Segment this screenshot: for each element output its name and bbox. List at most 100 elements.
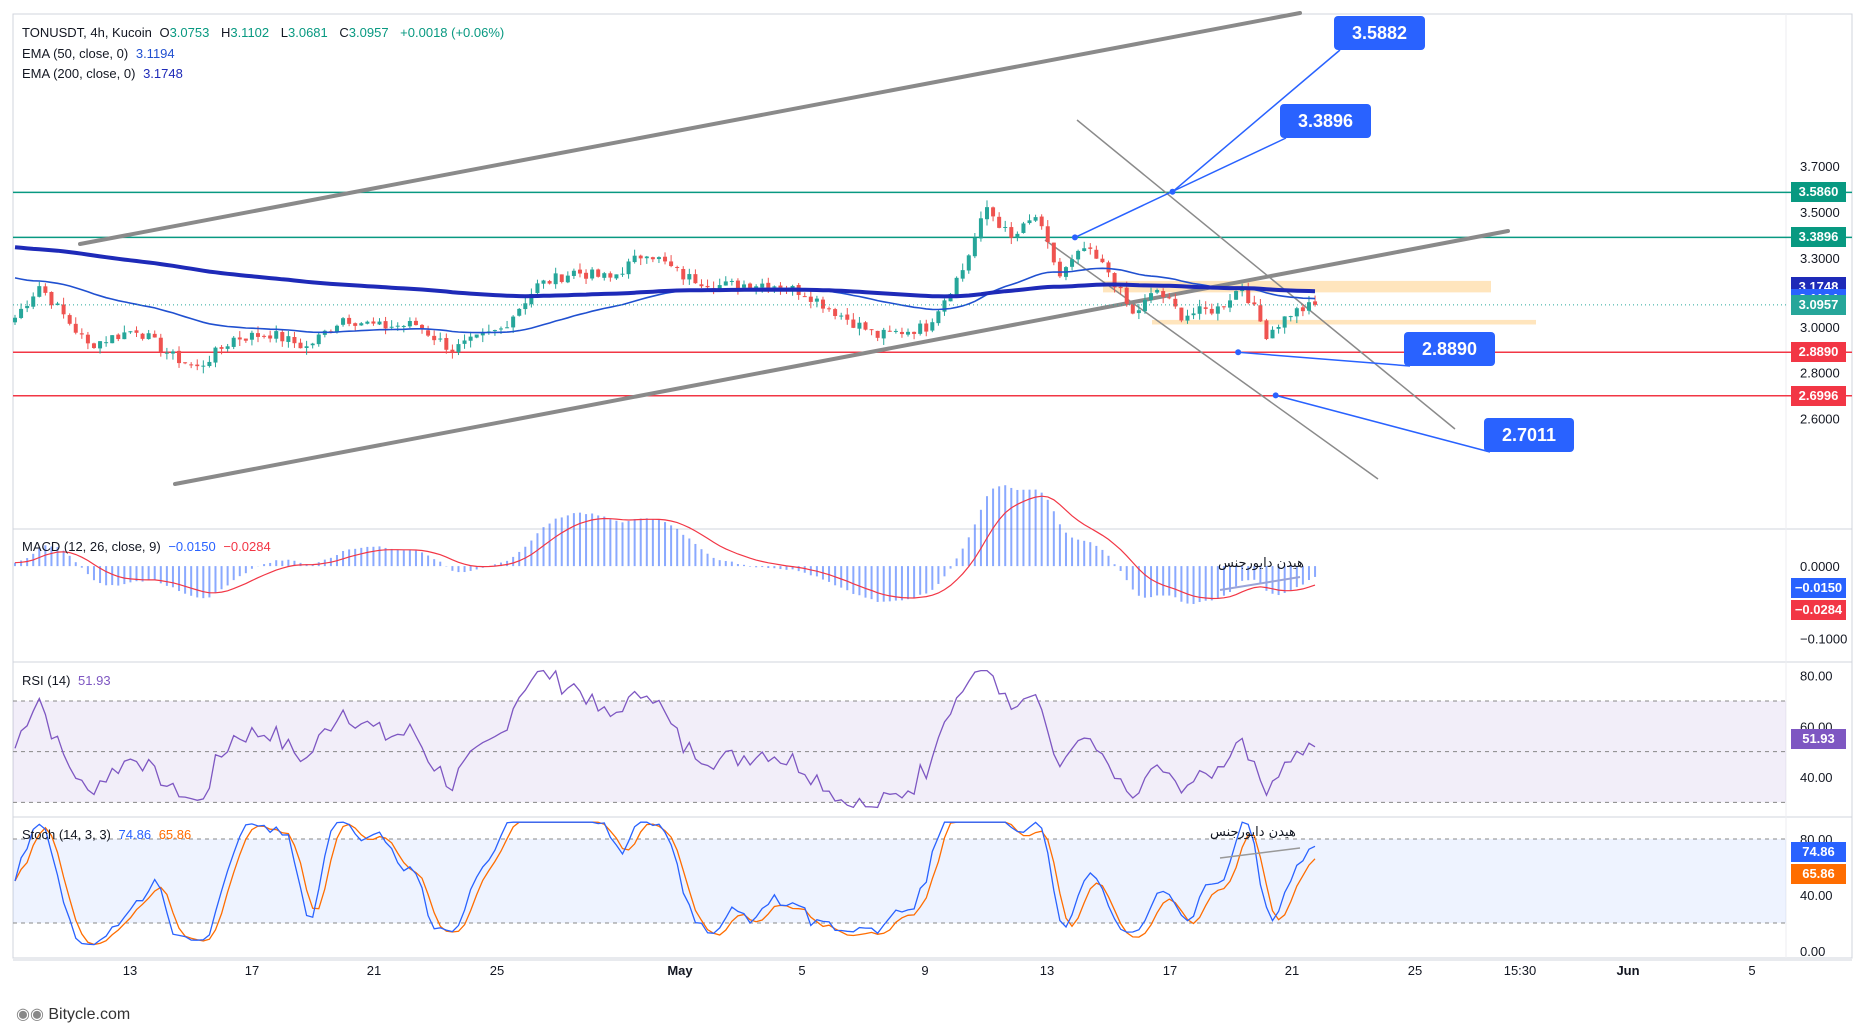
signal-value: −0.0284 <box>223 539 271 554</box>
macd-bar <box>645 518 648 567</box>
callout-2-7011[interactable]: 2.7011 <box>1484 418 1575 452</box>
candle <box>1258 299 1263 322</box>
candle-body <box>183 362 188 364</box>
macd-bar <box>524 546 527 567</box>
candle <box>426 325 431 337</box>
callout-pointer-2 <box>1238 351 1411 367</box>
macd-bar <box>427 555 430 567</box>
candle <box>1173 293 1178 309</box>
candle <box>116 333 121 342</box>
candle <box>474 334 479 339</box>
callout-3-3896[interactable]: 3.3896 <box>1280 104 1372 138</box>
price-axis-label-3: 3.3000 <box>1800 251 1840 266</box>
time-axis-label-3: 25 <box>490 963 504 978</box>
macd-bar <box>178 566 181 592</box>
candle-body <box>802 296 807 298</box>
candle-body <box>140 333 145 339</box>
candle <box>541 279 546 289</box>
candle-body <box>529 293 534 305</box>
macd-bar <box>1180 566 1183 602</box>
candle <box>1076 249 1081 264</box>
candle-body <box>887 330 892 332</box>
candle-body <box>820 299 825 309</box>
candle <box>1100 254 1105 264</box>
candle-body <box>523 303 528 310</box>
callout-3-5882[interactable]: 3.5882 <box>1334 16 1426 50</box>
candle-body <box>1252 302 1257 305</box>
candle <box>286 330 291 348</box>
candle-body <box>444 337 449 350</box>
callout-anchor-3 <box>1272 392 1279 399</box>
candle-body <box>231 337 236 347</box>
macd-bar <box>1229 566 1231 592</box>
candle-body <box>225 346 230 349</box>
candle-body <box>1167 297 1172 299</box>
candle-body <box>1100 258 1105 263</box>
candle-body <box>656 257 661 260</box>
candle-body <box>1149 293 1154 300</box>
candle-body <box>930 322 935 331</box>
symbol-title: TONUSDT, 4h, Kucoin <box>22 25 152 40</box>
candle-body <box>669 261 674 267</box>
candle <box>602 271 607 281</box>
candle-body <box>991 207 996 217</box>
macd-bar <box>1040 492 1043 567</box>
candle <box>851 313 856 329</box>
candle-body <box>85 334 90 344</box>
candle-body <box>1197 306 1202 314</box>
stoch-k-value: 74.86 <box>118 827 152 842</box>
candle <box>122 325 127 340</box>
candle <box>183 362 188 365</box>
candle-body <box>608 273 613 278</box>
macd-bar <box>694 543 697 567</box>
callout-2-8890[interactable]: 2.8890 <box>1404 332 1496 366</box>
macd-bar <box>360 547 363 567</box>
candle-body <box>620 273 625 275</box>
macd-bar <box>1235 566 1238 587</box>
time-axis-label-1: 17 <box>245 963 259 978</box>
price-axis-label-0: 3.7000 <box>1800 159 1840 174</box>
macd-bar <box>1077 539 1080 567</box>
candle <box>359 321 364 326</box>
candle <box>857 316 862 336</box>
candle <box>1057 257 1062 279</box>
candle <box>79 328 84 339</box>
candle-body <box>146 333 151 340</box>
candle <box>808 291 813 309</box>
macd-bar <box>743 564 745 567</box>
candle <box>802 292 807 298</box>
macd-axis-label-1: −0.1000 <box>1800 631 1847 646</box>
macd-bar <box>603 516 606 567</box>
candle-body <box>778 285 783 290</box>
candle <box>1003 220 1008 232</box>
candle-body <box>1215 306 1220 314</box>
macd-bar <box>348 549 351 567</box>
candle-body <box>1179 307 1184 321</box>
candle <box>663 252 668 265</box>
candle-body <box>280 332 285 342</box>
candle <box>450 344 455 359</box>
candle-body <box>456 344 461 353</box>
candle-body <box>468 336 473 341</box>
candle <box>577 263 582 278</box>
candle-body <box>1130 304 1135 314</box>
macd-divergence-line <box>1219 576 1301 591</box>
ema50-line <box>14 267 1316 334</box>
candle-body <box>201 365 206 367</box>
candle <box>249 330 254 346</box>
candle <box>152 330 157 338</box>
candle <box>1130 304 1135 315</box>
macd-bar <box>967 537 970 567</box>
candle-body <box>55 303 60 306</box>
stoch-d-value: 65.86 <box>158 827 192 842</box>
candle-body <box>334 325 339 333</box>
macd-bar <box>639 518 642 567</box>
macd-bar <box>1186 566 1189 604</box>
macd-bar <box>1216 566 1219 598</box>
falling-channel-lower <box>1044 239 1379 480</box>
macd-legend: MACD (12, 26, close, 9) −0.0150 −0.0284 <box>22 538 275 555</box>
macd-bar <box>354 548 357 567</box>
candle-body <box>262 335 267 337</box>
macd-bar <box>925 566 928 594</box>
